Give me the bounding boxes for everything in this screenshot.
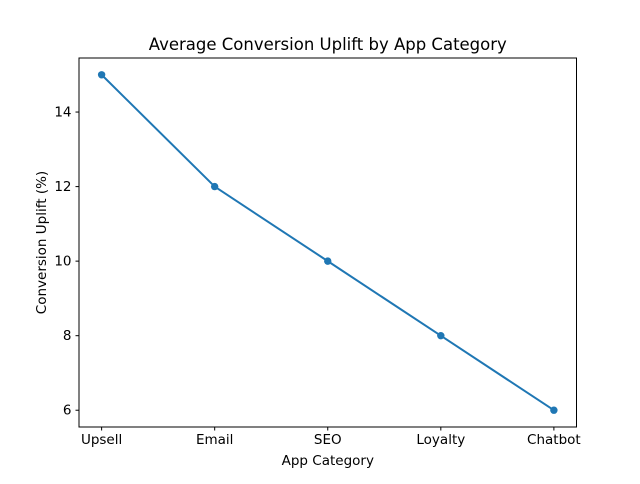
data-line	[100, 73, 555, 412]
x-tick-label: Upsell	[81, 432, 122, 448]
chart-title: Average Conversion Uplift by App Categor…	[149, 35, 507, 54]
y-tick-label: 14	[54, 105, 71, 121]
y-tick-label: 12	[54, 179, 71, 195]
data-point	[550, 406, 558, 414]
data-point	[437, 331, 445, 340]
data-point	[324, 257, 332, 265]
data-point	[97, 71, 106, 79]
x-tick-label: Email	[196, 432, 233, 448]
data-point	[210, 182, 219, 191]
x-tick-label: SEO	[314, 432, 342, 448]
y-axis-label: Conversion Uplift (%)	[34, 171, 50, 314]
y-tick-label: 8	[63, 328, 72, 344]
x-axis-label: App Category	[282, 453, 374, 469]
y-tick-label: 10	[54, 254, 71, 270]
x-tick-label: Loyalty	[416, 432, 465, 448]
plot-area: 6 8 10 12 14 Upsell Email SEO Loyalty Chatbot	[54, 57, 581, 448]
y-tick-label: 6	[63, 403, 72, 419]
x-tick-label: Chatbot	[527, 432, 581, 448]
axes-frame	[78, 57, 577, 428]
